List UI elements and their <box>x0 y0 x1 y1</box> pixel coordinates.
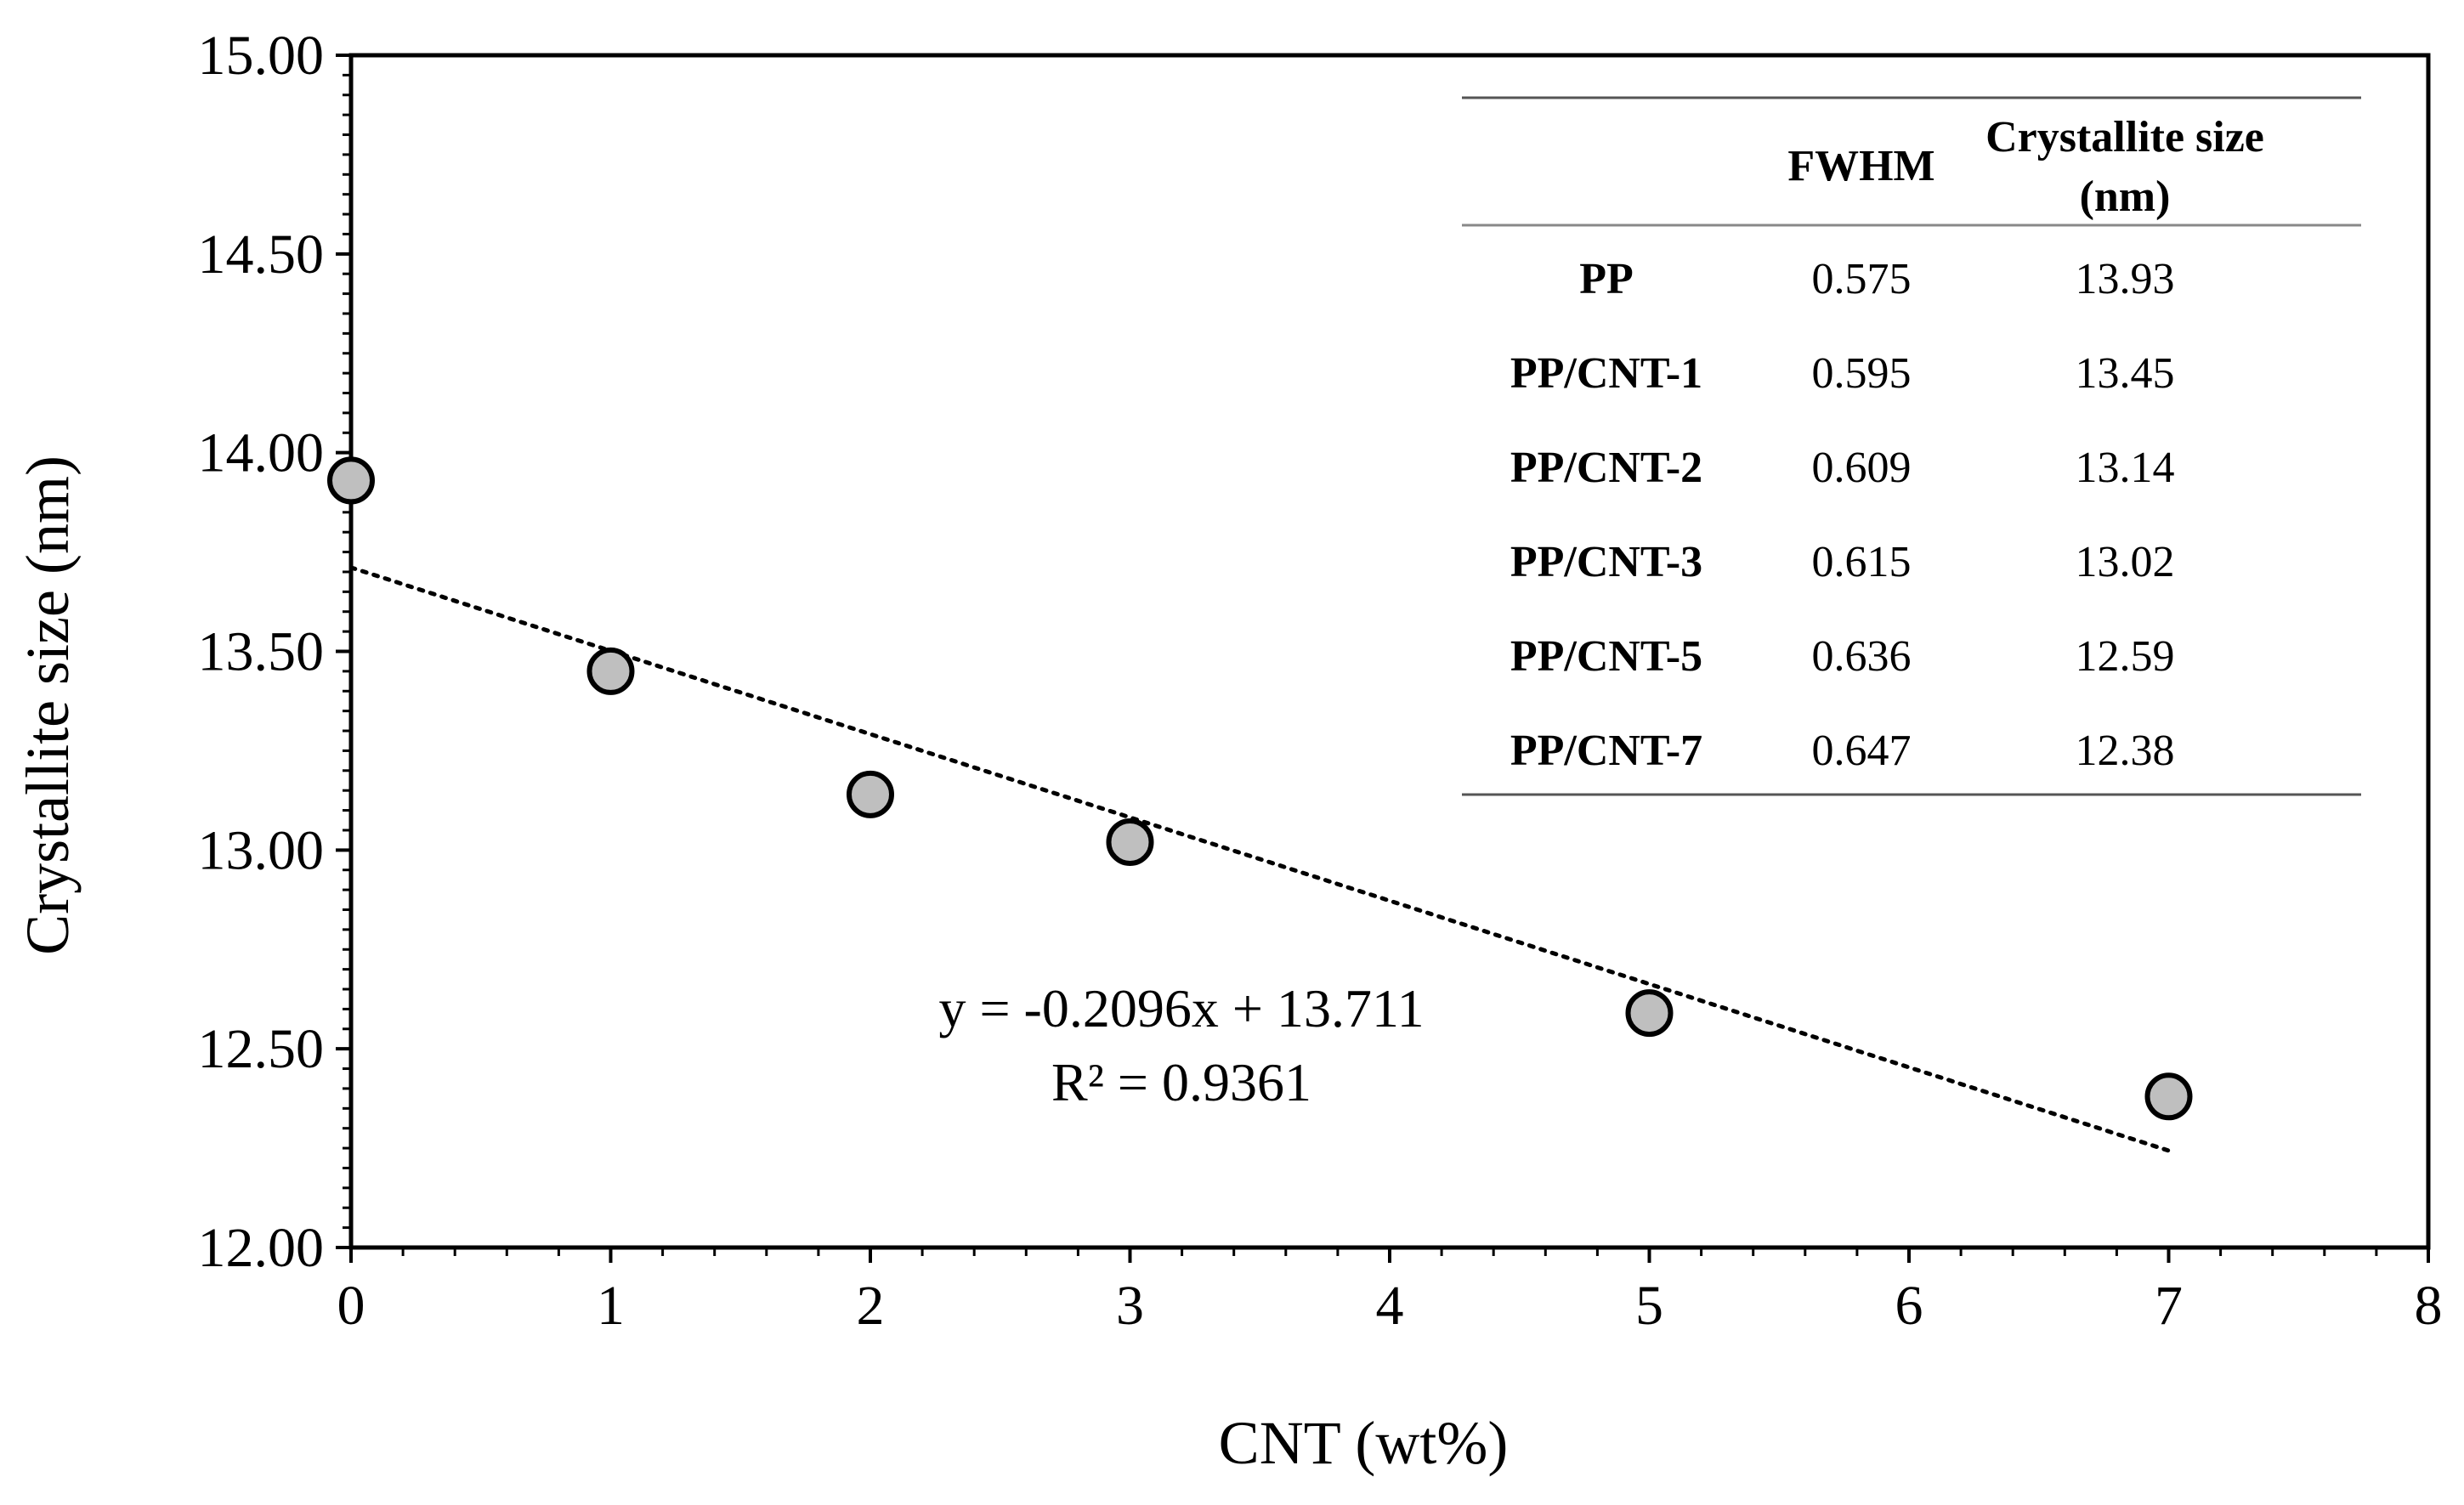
x-tick-label: 1 <box>597 1275 625 1337</box>
x-tick-label: 3 <box>1116 1275 1144 1337</box>
data-point <box>2144 1072 2193 1121</box>
table-row-sample: PP/CNT-2 <box>1510 444 1702 492</box>
data-point <box>327 456 375 505</box>
table-row-size: 13.93 <box>2076 255 2175 303</box>
data-points <box>327 456 2193 1121</box>
trendline <box>348 565 2171 1153</box>
axes: 12.00 12.50 13.00 13.50 14.00 14.50 15.00 0 1 2 3 4… <box>198 25 2443 1337</box>
x-tick-label: 2 <box>857 1275 885 1337</box>
table-header-fwhm: FWHM <box>1787 142 1934 190</box>
y-tick-label: 14.00 <box>198 422 325 484</box>
table-row-fwhm: 0.636 <box>1812 632 1912 681</box>
table-row-sample: PP/CNT-5 <box>1510 632 1702 681</box>
table-row-fwhm: 0.595 <box>1812 349 1912 398</box>
table-row-sample: PP/CNT-3 <box>1510 538 1702 586</box>
x-tick-label: 5 <box>1635 1275 1663 1337</box>
table-row-size: 13.45 <box>2076 349 2175 398</box>
inset-table: FWHM Crystallite size (nm) PP 0.575 13.93P… <box>1462 96 2361 796</box>
table-rows: PP 0.575 13.93 PP/CNT-1 0.595 13.45 PP/CNT-2 0.… <box>1510 255 2175 775</box>
y-tick-label: 15.00 <box>198 25 325 87</box>
x-tick-label: 7 <box>2155 1275 2183 1337</box>
data-point <box>1106 818 1154 866</box>
linear-trendline <box>348 565 2171 1153</box>
table-row-fwhm: 0.609 <box>1812 444 1912 492</box>
x-tick-label: 8 <box>2415 1275 2443 1337</box>
data-point <box>586 647 635 695</box>
table-row-size: 12.59 <box>2076 632 2175 681</box>
y-tick-label: 14.50 <box>198 223 325 286</box>
table-row-sample: PP/CNT-1 <box>1510 349 1702 398</box>
data-point <box>847 770 894 818</box>
table-row-size: 13.14 <box>2076 444 2175 492</box>
table-row-size: 12.38 <box>2076 727 2175 775</box>
table-header-size-line2: (nm) <box>2080 173 2171 221</box>
table-row-fwhm: 0.615 <box>1812 538 1912 586</box>
table-row-fwhm: 0.575 <box>1812 255 1912 303</box>
y-tick-label: 12.50 <box>198 1018 325 1080</box>
table-row-sample: PP/CNT-7 <box>1510 727 1702 775</box>
table-row-size: 13.02 <box>2076 538 2175 586</box>
x-tick-label: 6 <box>1895 1275 1923 1337</box>
table-row-sample: PP <box>1579 255 1634 303</box>
data-point <box>1625 989 1674 1038</box>
y-tick-label: 13.50 <box>198 621 325 683</box>
y-tick-label: 13.00 <box>198 819 325 881</box>
y-axis-title: Crystallite size (nm) <box>14 455 82 955</box>
trendline-r-squared: R² = 0.9361 <box>1051 1052 1311 1112</box>
x-tick-label: 0 <box>337 1275 365 1337</box>
x-tick-label: 4 <box>1376 1275 1404 1337</box>
table-header-size-line1: Crystallite size <box>1985 113 2264 161</box>
y-tick-label: 12.00 <box>198 1217 325 1279</box>
table-row-fwhm: 0.647 <box>1812 727 1912 775</box>
x-axis-title: CNT (wt%) <box>1219 1409 1509 1477</box>
trendline-equation: y = -0.2096x + 13.711 <box>938 978 1424 1038</box>
